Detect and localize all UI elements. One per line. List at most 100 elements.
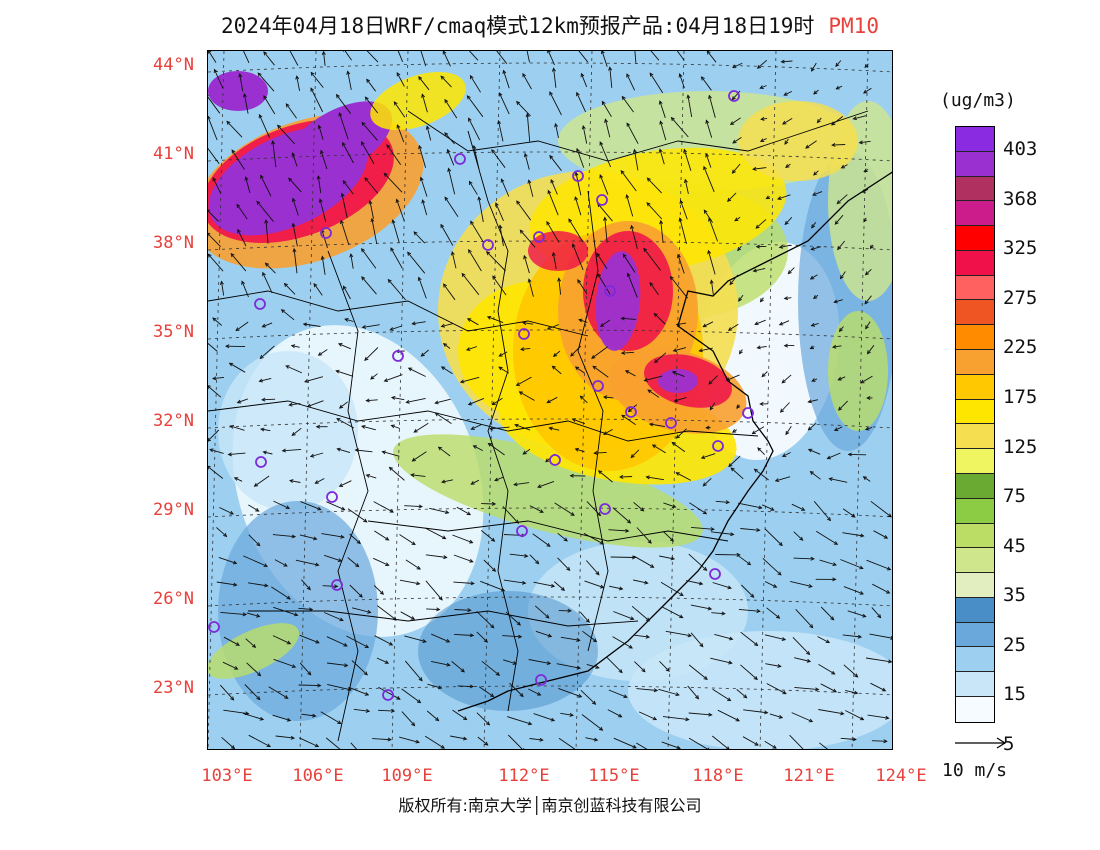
wind-shaft xyxy=(547,51,555,66)
wind-vector xyxy=(212,376,225,381)
wind-shaft xyxy=(555,123,559,139)
city-marker xyxy=(625,406,637,418)
wind-shaft xyxy=(549,91,562,116)
wind-head xyxy=(338,483,344,487)
wind-vector xyxy=(393,101,406,118)
wind-vector xyxy=(815,530,839,545)
wind-vector xyxy=(208,429,220,442)
wind-vector xyxy=(578,318,588,323)
wind-vector xyxy=(662,716,690,722)
wind-shaft xyxy=(520,347,531,350)
wind-vector xyxy=(351,607,372,614)
wind-shaft xyxy=(634,661,646,673)
wind-shaft xyxy=(486,251,506,272)
wind-head xyxy=(241,280,245,285)
wind-head xyxy=(317,124,322,129)
wind-vector xyxy=(426,607,441,612)
wind-shaft xyxy=(245,176,251,194)
wind-vector xyxy=(711,611,726,616)
wind-shaft xyxy=(688,712,712,716)
lon-label-115: 115°E xyxy=(588,766,640,786)
wind-head xyxy=(851,513,856,518)
wind-vector xyxy=(208,232,221,248)
wind-shaft xyxy=(310,452,324,457)
wind-vector xyxy=(208,465,224,479)
wind-head xyxy=(702,482,707,487)
wind-vector xyxy=(551,251,557,269)
colorbar-swatch xyxy=(956,300,994,326)
wind-head xyxy=(340,534,345,539)
wind-head xyxy=(778,244,784,249)
wind-shaft xyxy=(812,191,823,196)
wind-head xyxy=(837,376,842,381)
wind-shaft xyxy=(230,253,247,272)
wind-head xyxy=(658,148,663,153)
wind-vector xyxy=(326,662,349,668)
wind-shaft xyxy=(208,116,218,141)
wind-shaft xyxy=(867,714,889,719)
wind-shaft xyxy=(435,412,452,424)
wind-shaft xyxy=(361,141,375,165)
wind-shaft xyxy=(246,662,261,677)
wind-head xyxy=(522,450,527,455)
wind-head xyxy=(778,321,784,326)
wind-shaft xyxy=(435,398,451,404)
wind-head xyxy=(491,567,497,572)
wind-shaft xyxy=(766,683,787,695)
wind-vector xyxy=(325,737,343,749)
wind-head xyxy=(232,560,238,565)
wind-shaft xyxy=(440,224,454,246)
wind-vector xyxy=(751,426,765,435)
wind-shaft xyxy=(322,585,338,587)
wind-head xyxy=(765,195,770,200)
wind-vector xyxy=(477,736,489,746)
wind-shaft xyxy=(384,374,403,382)
wind-vector xyxy=(349,533,361,545)
wind-shaft xyxy=(869,633,892,639)
wind-vector xyxy=(815,577,837,582)
wind-shaft xyxy=(473,145,480,170)
wind-head xyxy=(405,399,410,404)
wind-shaft xyxy=(557,532,568,542)
wind-head xyxy=(708,380,713,385)
wind-head xyxy=(686,94,691,99)
wind-shaft xyxy=(662,530,674,542)
wind-vector xyxy=(647,389,660,398)
wind-head xyxy=(890,635,892,640)
wind-vector xyxy=(550,179,558,195)
wind-shaft xyxy=(470,221,485,244)
wind-vector xyxy=(326,501,346,511)
wind-head xyxy=(442,51,447,55)
wind-vector xyxy=(659,555,676,561)
wind-head xyxy=(469,74,474,80)
colorbar-label: 45 xyxy=(1003,534,1026,557)
wind-head xyxy=(618,669,623,674)
wind-head xyxy=(570,352,575,357)
wind-vector xyxy=(840,559,864,570)
wind-vector xyxy=(321,533,345,539)
wind-vector xyxy=(370,217,378,245)
wind-head xyxy=(675,472,680,476)
wind-shaft xyxy=(609,585,623,590)
wind-vector xyxy=(613,611,635,621)
wind-head xyxy=(591,354,596,359)
wind-head xyxy=(601,100,606,106)
wind-vector xyxy=(467,397,485,406)
wind-vector xyxy=(870,500,892,518)
wind-head xyxy=(860,716,865,721)
wind-shaft xyxy=(650,51,660,61)
wind-head xyxy=(259,354,264,360)
wind-head xyxy=(396,72,401,77)
wind-head xyxy=(592,365,597,370)
wind-shaft xyxy=(819,742,828,749)
wind-vector xyxy=(431,633,451,643)
wind-vector xyxy=(608,66,613,88)
wind-head xyxy=(551,365,556,370)
wind-vector xyxy=(738,349,743,355)
wind-vector xyxy=(646,177,663,194)
wind-vector xyxy=(505,611,521,626)
wind-head xyxy=(545,614,550,619)
wind-shaft xyxy=(480,530,495,542)
longitude-line xyxy=(483,51,501,749)
wind-head xyxy=(630,224,635,230)
